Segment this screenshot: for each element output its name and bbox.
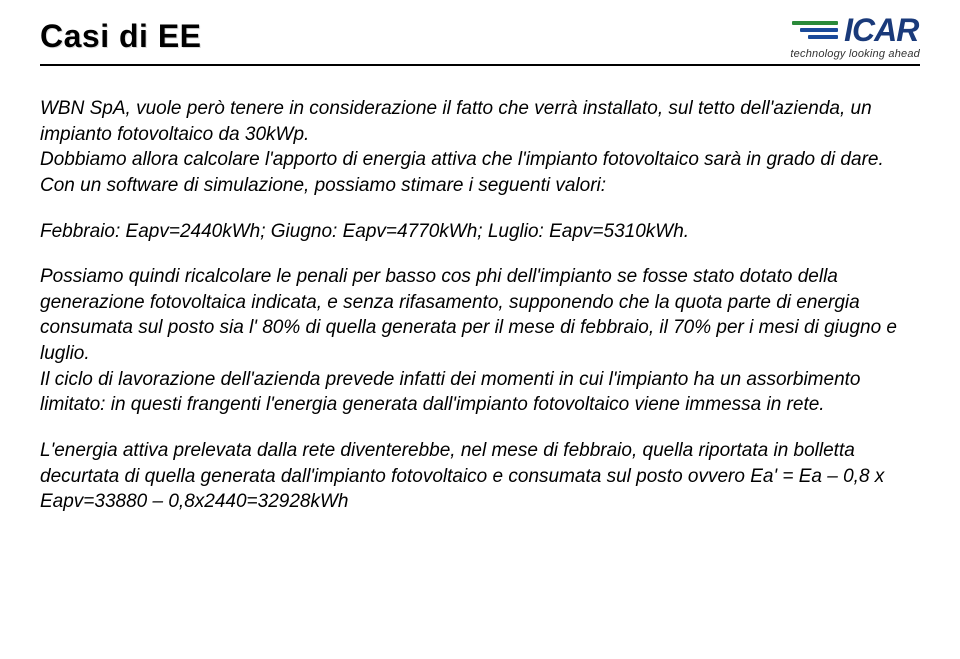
paragraph-3: Febbraio: Eapv=2440kWh; Giugno: Eapv=477…: [40, 219, 920, 245]
logo-bar-blue: [800, 28, 838, 32]
page-title: Casi di EE: [40, 18, 202, 55]
paragraph-5: Il ciclo di lavorazione dell'azienda pre…: [40, 367, 920, 418]
logo-tagline: technology looking ahead: [790, 48, 920, 60]
paragraph-6: L'energia attiva prelevata dalla rete di…: [40, 438, 920, 515]
logo-bar-blue2: [808, 35, 838, 39]
paragraph-2: Dobbiamo allora calcolare l'apporto di e…: [40, 147, 920, 198]
paragraph-4: Possiamo quindi ricalcolare le penali pe…: [40, 264, 920, 367]
content: WBN SpA, vuole però tenere in consideraz…: [40, 96, 920, 515]
logo-bars-icon: [792, 21, 838, 39]
logo-top: ICAR: [792, 14, 918, 46]
slide-container: Casi di EE ICAR technology looking ahead…: [0, 0, 960, 659]
logo: ICAR technology looking ahead: [790, 14, 920, 60]
header-divider: [40, 64, 920, 66]
header: Casi di EE ICAR technology looking ahead: [40, 18, 920, 60]
paragraph-1: WBN SpA, vuole però tenere in consideraz…: [40, 96, 920, 147]
logo-name: ICAR: [844, 14, 918, 46]
logo-bar-green: [792, 21, 838, 25]
